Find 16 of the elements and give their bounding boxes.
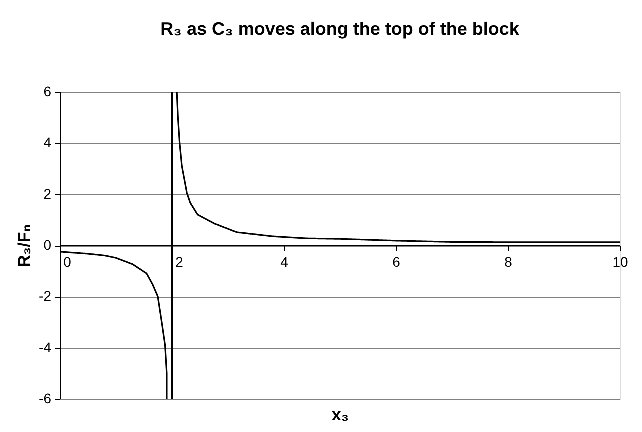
x-tick-label: 4 xyxy=(280,254,289,270)
y-tick-label: -6 xyxy=(39,390,52,406)
x-tick-label: 8 xyxy=(504,254,513,270)
x-tick-label: 0 xyxy=(64,254,72,270)
x-tick-label: 2 xyxy=(176,254,184,270)
y-tick-label: 0 xyxy=(44,237,52,253)
y-tick-label: -4 xyxy=(39,339,52,356)
y-tick-label: 4 xyxy=(44,134,52,151)
y-axis-title: R₃/Fₙ xyxy=(15,224,34,268)
x-tick-label: 6 xyxy=(392,254,401,270)
x-axis-title: x₃ xyxy=(332,406,350,424)
x-tick-label: 10 xyxy=(612,254,628,270)
chart-title: R₃ as C₃ moves along the top of the block xyxy=(160,19,520,39)
y-tick-label: -2 xyxy=(39,288,52,304)
y-tick-label: 6 xyxy=(44,84,52,100)
y-tick-label: 2 xyxy=(44,186,52,202)
